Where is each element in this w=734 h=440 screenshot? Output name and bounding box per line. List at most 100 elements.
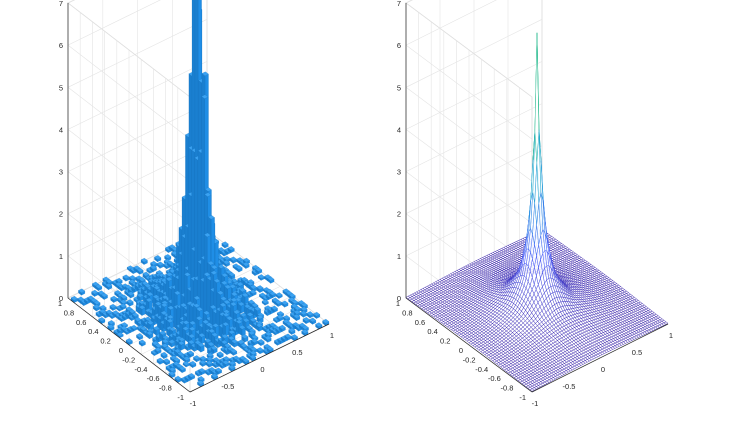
bar-face-top [126,299,134,304]
bar-face-top [243,257,250,263]
histogram-bar [222,321,230,337]
histogram-bar [109,303,117,311]
bar-face-top [115,277,123,283]
bar-face-front [225,324,230,337]
y-tick-label: 0.2 [100,337,110,346]
y-tick-label: -0.4 [134,365,147,374]
histogram-bar [197,342,205,353]
bar-face-top [138,277,146,282]
y-tick-label: 0.8 [64,308,74,317]
x-tick-label: 1 [330,331,334,340]
bar-face-top [98,317,106,322]
histogram-bar [154,255,162,263]
bar-face-top [153,285,161,290]
histogram-bar [156,261,164,269]
bar-face-top [112,310,120,315]
bar-face-top [166,272,173,277]
bar-face-top [107,324,115,329]
histogram-bar [149,264,157,272]
bar-face-side [179,322,183,339]
x-tick-label: 0 [260,365,264,374]
bar-face-top [100,292,108,298]
bar-face-top [164,254,172,259]
histogram-bar [131,312,139,320]
bar-face-top [120,299,127,304]
gridline-z [67,61,208,130]
bar-face-top [93,300,101,305]
y-tick-label: 1 [58,299,62,308]
bar-face-top [156,261,164,266]
histogram-bar [126,299,134,307]
bar-face-top [122,274,130,279]
histogram-bar [138,339,146,347]
histogram-bar [256,285,264,293]
histogram-bar [281,300,289,308]
histogram-bar [127,291,135,299]
histogram-bar [140,257,148,265]
histogram-bar [229,256,237,264]
bar-face-top [229,256,237,261]
histogram-bar [242,261,250,269]
bar-face-top [227,246,235,251]
z-tick-label: 5 [59,83,63,92]
histogram-bar [163,358,171,366]
bar-face-top [131,312,139,317]
bar-face-top [95,284,103,289]
histogram-bar [189,360,197,368]
x-tick-label: -0.5 [221,382,234,391]
histogram-bar [98,317,106,325]
histogram-bar [70,295,78,303]
y-tick-label: -1 [177,393,184,402]
bar-face-top [120,322,128,327]
histogram-bar [95,284,103,292]
bar-face-top [242,261,250,267]
y-tick-label: 0.4 [88,327,98,336]
histogram-bar [302,317,310,325]
histogram-bar [275,292,283,299]
bar-face-top [235,265,243,270]
gridline-z [67,87,191,182]
histogram-bar [136,267,144,275]
bar-face-top [223,255,231,261]
bar-face-top [91,289,99,295]
bar-face-top [105,283,113,288]
bar-face-top [78,288,86,293]
bar-face-top [109,303,117,309]
bar-face-top [107,320,115,325]
histogram-bar [256,347,264,355]
histogram-bar [221,241,229,249]
histogram-bar [122,274,130,282]
histogram-bar [235,265,243,273]
z-tick-label: 7 [59,0,63,8]
histogram-bar [78,288,86,296]
histogram-bar [223,259,230,267]
y-tick-label: -0.2 [122,355,135,364]
bar-face-top [93,304,100,309]
histogram-bar [309,317,317,325]
histogram-bars [70,0,330,388]
histogram-bar [257,339,265,346]
z-tick-label: 1 [59,252,63,261]
histogram-bar [105,283,113,291]
z-tick-label: 4 [59,125,63,134]
bar-face-top [105,278,113,284]
z-tick-label: 2 [59,210,63,219]
y-tick-label: 0.6 [76,318,86,327]
histogram-bar [119,303,127,310]
x-tick-label: 0.5 [292,348,302,357]
bar-face-top [149,264,157,270]
z-tick-label: 3 [59,168,63,177]
histogram-bar [216,351,224,359]
gridline-z [67,44,191,140]
bar-face-top [142,271,150,277]
bar-face-top [110,295,118,301]
histogram-3d-plot: 01234567-1-0.500.51-1-0.8-0.6-0.4-0.200.… [58,0,334,408]
bar-face-top [145,297,153,303]
gridline-z [67,103,208,172]
bar-face-top [154,255,162,260]
histogram-bar [238,325,246,337]
bar-face-top [140,257,148,263]
gridline-z [67,2,191,98]
surface-3d-plot: 01234567-1-0.500.51-1-0.8-0.6-0.4-0.200.… [396,0,673,408]
